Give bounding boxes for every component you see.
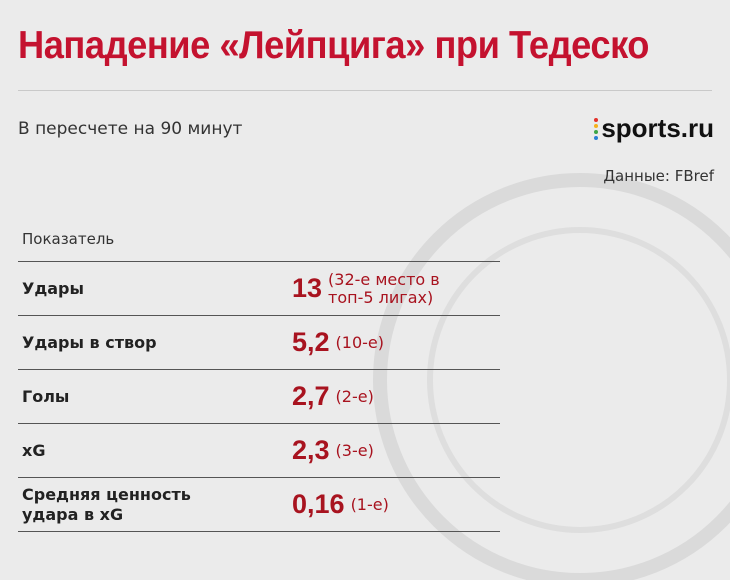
table-row: Удары в створ 5,2 (10-е) bbox=[18, 316, 500, 370]
logo-dots bbox=[594, 117, 599, 140]
divider bbox=[18, 90, 712, 91]
row-rank: (3-е) bbox=[335, 440, 374, 460]
row-value: 0,16 bbox=[292, 489, 345, 519]
row-label: xG bbox=[22, 440, 46, 460]
table-row: Удары 13 (32-е место в топ-5 лигах) bbox=[18, 262, 500, 316]
row-value: 5,2 bbox=[292, 327, 330, 357]
table: Показатель Удары 13 (32-е место в топ-5 ли… bbox=[18, 224, 500, 532]
row-rank: (1-е) bbox=[350, 494, 389, 514]
row-rank: (2-е) bbox=[335, 386, 374, 406]
row-label: Голы bbox=[22, 386, 70, 406]
table-header: Показатель bbox=[18, 224, 500, 262]
table-row: Средняя ценность удара в xG 0,16 (1-е) bbox=[18, 478, 500, 532]
subtitle: В пересчете на 90 минут bbox=[18, 119, 243, 139]
logo: sports.ru bbox=[594, 113, 714, 144]
row-rank: (32-е место в топ-5 лигах) bbox=[328, 269, 440, 307]
table-row: xG 2,3 (3-е) bbox=[18, 424, 500, 478]
table-body: Удары 13 (32-е место в топ-5 лигах) Удары в… bbox=[18, 262, 500, 532]
title: Нападение «Лейпцига» при Тедеско bbox=[18, 24, 650, 67]
row-value: 13 bbox=[292, 273, 323, 303]
row-label: Удары в створ bbox=[22, 332, 157, 352]
logo-text: sports.ru bbox=[601, 113, 714, 143]
table-row: Голы 2,7 (2-е) bbox=[18, 370, 500, 424]
source: Данные: FBref bbox=[603, 167, 714, 185]
row-label: Средняя ценность удара в xG bbox=[22, 484, 191, 524]
row-value: 2,7 bbox=[292, 381, 330, 411]
row-label: Удары bbox=[22, 278, 84, 298]
watermark bbox=[373, 173, 730, 580]
row-rank: (10-е) bbox=[335, 332, 385, 352]
row-value: 2,3 bbox=[292, 435, 330, 465]
